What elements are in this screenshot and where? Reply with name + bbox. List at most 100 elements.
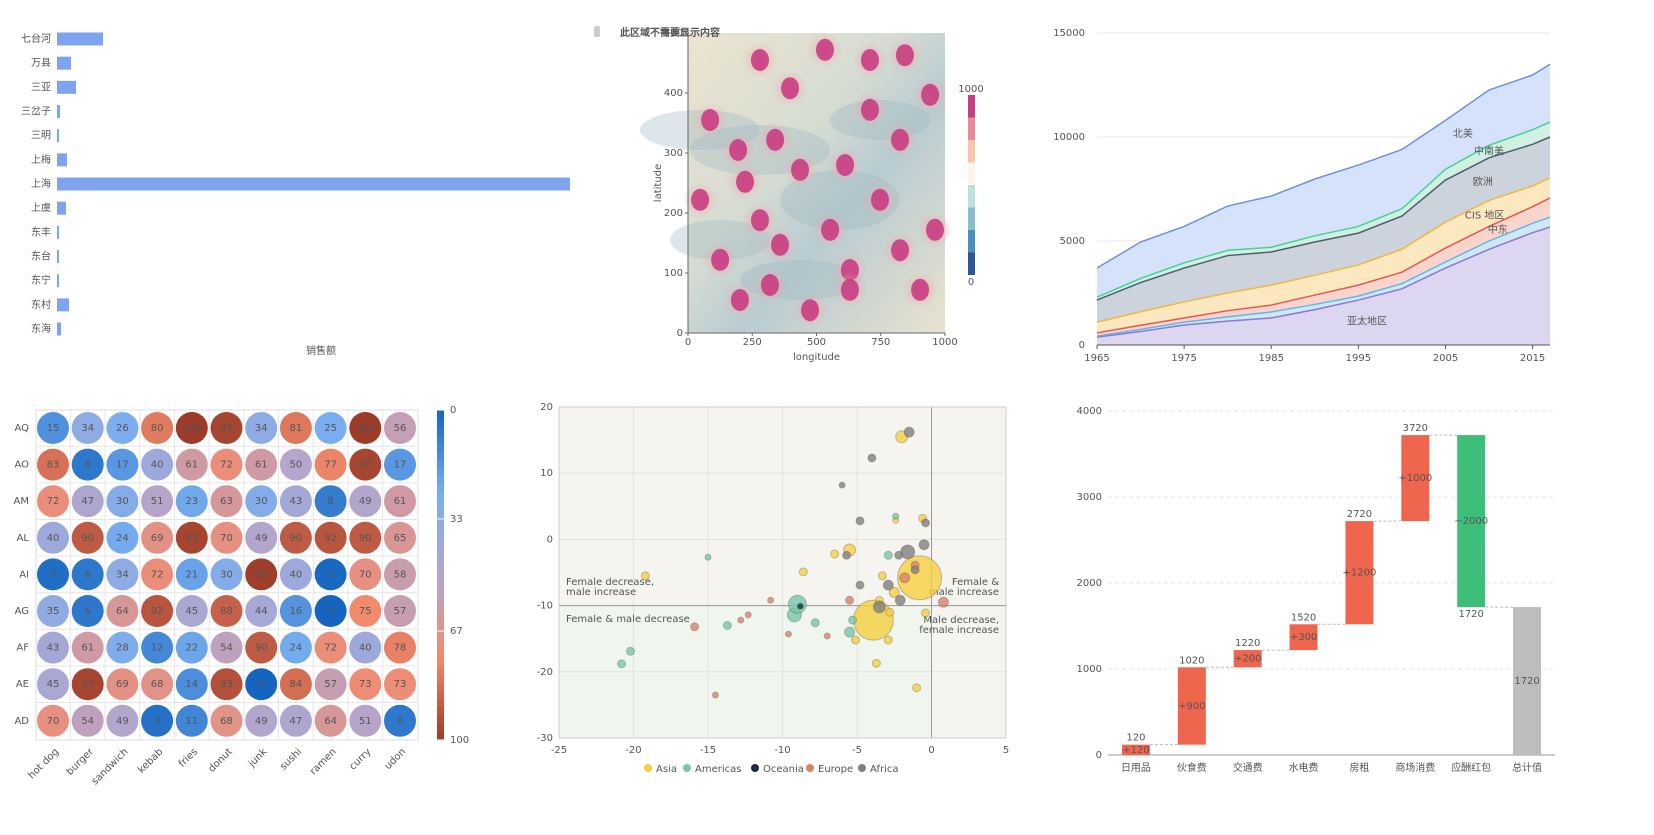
bubble-label: 61: [185, 460, 198, 471]
bubble-label: 35: [47, 606, 60, 617]
bubble: [71, 412, 104, 444]
visualmap-bar: [437, 690, 444, 700]
heat-core: [860, 98, 879, 121]
scatter-point: [767, 596, 775, 604]
bubble: [210, 631, 243, 664]
waterfall-bar: [1121, 744, 1150, 755]
bar-end-label: 1520: [1291, 612, 1316, 623]
legend-swatch: [858, 764, 866, 772]
y-tick-label: AD: [14, 716, 29, 727]
legend-swatch: [644, 764, 652, 772]
area-band: [1097, 177, 1550, 333]
heat-point: [782, 151, 819, 188]
visualmap-bar: [437, 641, 444, 650]
x-tick-label: fries: [177, 746, 200, 769]
bubble-label: 65: [394, 533, 407, 544]
heat-core: [801, 299, 820, 322]
visualmap-bar: [437, 682, 444, 691]
bar-value-label: +120: [1122, 745, 1149, 756]
heat-core: [821, 218, 840, 241]
heat-point: [741, 42, 778, 78]
bubble: [141, 595, 174, 627]
visualmap-label: 33: [450, 514, 463, 525]
scatter-point: [842, 550, 852, 560]
bubble: [384, 631, 416, 664]
y-tick-label: -30: [537, 733, 553, 744]
scatter-point: [798, 567, 808, 577]
visualmap-bar: [437, 443, 444, 452]
bubble-label: 47: [290, 716, 303, 727]
visualmap-bar: [437, 459, 444, 469]
bubble-label: 6: [85, 606, 91, 617]
bubble: [106, 448, 139, 481]
bubble: [210, 558, 243, 591]
bubble: [279, 521, 312, 554]
y-tick-label: 东台: [31, 250, 51, 263]
bubble-label: 97: [220, 423, 233, 434]
heat-point: [720, 132, 757, 168]
x-tick-label: -15: [700, 745, 716, 756]
y-tick-label: AO: [14, 460, 29, 471]
x-tick-label: junk: [246, 746, 270, 770]
waterfall-bar: [1345, 521, 1374, 625]
waterfall-bar: [1177, 667, 1206, 745]
bubble-label: 72: [220, 460, 233, 471]
scatter-point: [787, 594, 807, 614]
scatter-point: [899, 572, 911, 584]
series-line: [1096, 216, 1551, 337]
x-tick-label: 商场消费: [1395, 761, 1435, 774]
bubble: [71, 668, 104, 701]
bubble-label: 47: [81, 496, 94, 507]
bubble: [314, 412, 347, 444]
heat-core: [750, 49, 769, 71]
x-tick-label: 水电费: [1289, 761, 1319, 774]
bar-end-label: 2720: [1347, 509, 1372, 520]
bubble-label: 99: [255, 569, 268, 580]
scatter-point: [888, 586, 900, 598]
annotation: male increase: [929, 587, 999, 598]
y-tick-label: 2000: [1077, 578, 1102, 589]
bubble-label: 0: [327, 606, 333, 617]
bubble: [279, 595, 312, 627]
legend-label: Europe: [818, 764, 853, 775]
bar: [57, 298, 69, 312]
y-tick-label: 东丰: [31, 225, 51, 238]
x-tick-label: kebab: [136, 746, 165, 775]
bar-end-label: 1020: [1179, 655, 1204, 666]
bubble-label: 1: [327, 569, 333, 580]
scatter-point: [921, 518, 931, 528]
bubble-label: 70: [47, 716, 60, 727]
bubble-label: 8: [327, 496, 333, 507]
scatter-point: [848, 615, 858, 625]
bubble-label: 97: [81, 679, 94, 690]
heat-core: [891, 128, 910, 151]
visualmap-bar: [437, 426, 444, 436]
bar-value-label: 1720: [1514, 676, 1539, 687]
bubble-label: 78: [394, 643, 407, 654]
banner-text: 此区域不需要显示内容: [620, 26, 720, 39]
bubble-label: 12: [151, 643, 164, 654]
bubble-label: 51: [359, 716, 372, 727]
y-tick-label: AM: [14, 496, 29, 507]
bubble-label: 54: [81, 716, 94, 727]
heat-core: [815, 38, 834, 61]
x-tick-label: 500: [807, 337, 826, 348]
banner-handle: [594, 26, 600, 37]
bubble-label: 16: [290, 606, 303, 617]
bar: [57, 274, 59, 288]
bubble-label: 34: [81, 423, 94, 434]
bubble: [210, 704, 243, 737]
scatter-point: [871, 658, 881, 668]
bubble: [279, 485, 312, 518]
visualmap-bar: [437, 616, 444, 625]
bar-value-label: −2000: [1454, 516, 1488, 527]
visualmap-bar: [437, 484, 444, 493]
bar-value-label: +900: [1178, 701, 1205, 712]
bar: [57, 32, 103, 46]
heat-point: [912, 76, 949, 113]
bar-value-label: +200: [1234, 654, 1261, 665]
heat-point: [827, 147, 864, 183]
scatter-point: [894, 550, 904, 560]
bubble-label: 61: [255, 460, 268, 471]
bar-value-label: +1000: [1398, 473, 1432, 484]
